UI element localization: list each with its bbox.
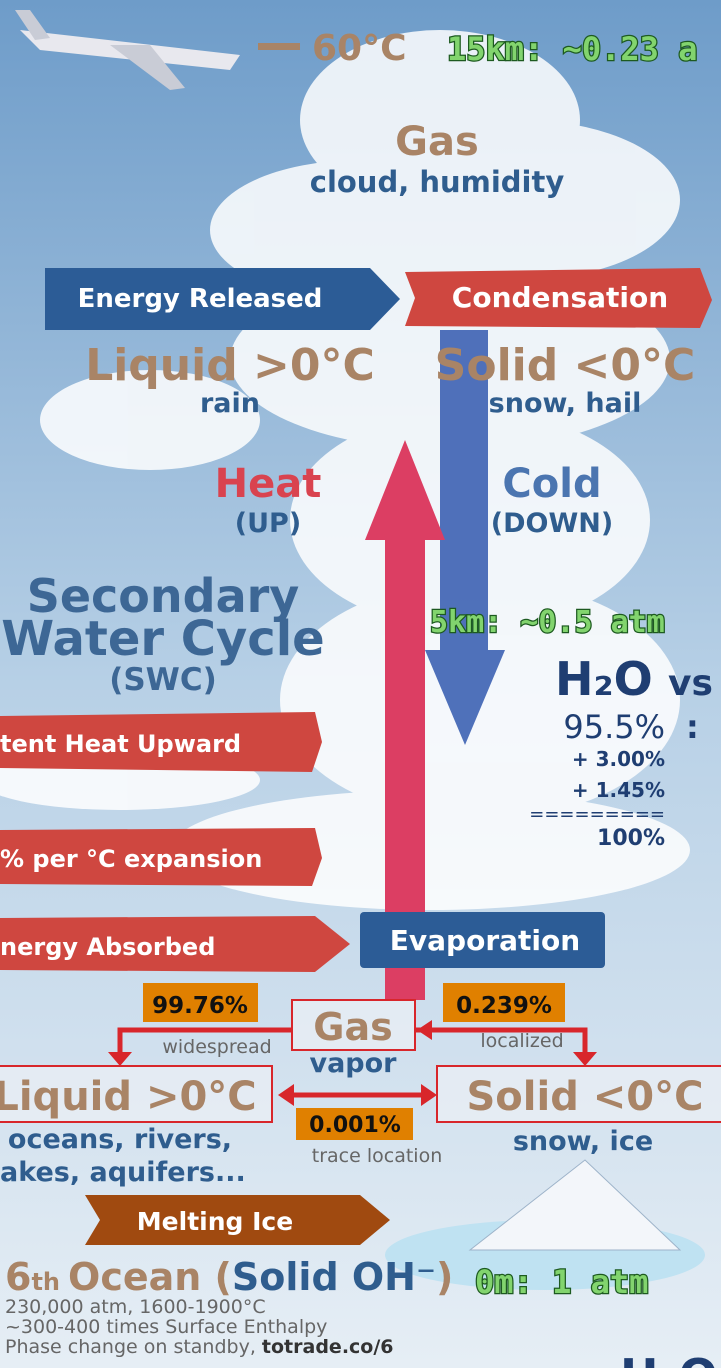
state-label: Gas [313,1005,392,1049]
state-label: Liquid >0°C [0,1074,257,1120]
examples: cloud, humidity [310,165,565,199]
percent: + 1.45% [572,778,665,802]
dash [258,43,300,50]
examples: snow, hail [489,388,642,419]
direction: (DOWN) [491,508,613,539]
share: 0.001% [309,1113,401,1138]
ocean-detail: ~300-400 times Surface Enthalpy [5,1316,327,1338]
share: 99.76% [152,993,248,1019]
examples: snow, ice [513,1126,653,1157]
rule: ========= [529,804,665,825]
percent: 100% [597,826,665,851]
cycle-title: Water Cycle [1,611,324,667]
percent: + 3.00% [572,747,665,771]
footer-formula: H₂O [620,1349,718,1368]
banner-text: Energy Released [78,284,323,314]
altitude-label: 5km: ~0.5 atm [430,605,665,640]
ocean-detail: Phase change on standby, totrade.co/6 [5,1336,394,1358]
ocean-title: 6th Ocean (Solid OH⁻) [5,1255,453,1299]
ocean-solid: Solid OH⁻ [232,1255,436,1299]
examples: akes, aquifers... [0,1157,246,1188]
formula: H₂O [555,652,653,706]
state-label: Gas [395,119,479,165]
altitude-label: 0m: 1 atm [475,1263,648,1301]
altitude-label: 15km: ~0.23 a [447,30,697,68]
state-label: Liquid >0°C [85,340,375,391]
examples: rain [200,388,260,419]
colon: : [686,708,699,746]
cycle-abbr: (SWC) [109,662,217,698]
ocean-close: ) [436,1255,453,1299]
ocean-suffix: th [31,1268,60,1296]
ocean-number: 6 [5,1255,31,1299]
temperature: 60°C [312,28,407,69]
versus: vs [668,663,713,704]
note: trace location [312,1145,442,1167]
banner-text: Evaporation [390,924,580,957]
link: totrade.co/6 [262,1336,394,1358]
note: widespread [162,1036,271,1058]
ocean-detail-text: Phase change on standby, [5,1336,262,1358]
state-label: Solid <0°C [435,340,696,391]
state-label: Solid <0°C [467,1074,704,1120]
ocean-detail: 230,000 atm, 1600-1900°C [5,1296,266,1318]
banner-text: tent Heat Upward [0,730,241,758]
cold-label: Cold [502,461,601,507]
examples: vapor [309,1048,397,1079]
banner-text: % per °C expansion [0,845,262,873]
heat-label: Heat [215,461,322,507]
share: 0.239% [456,993,552,1019]
banner-text: Melting Ice [137,1207,293,1236]
banner-text: nergy Absorbed [0,933,215,961]
direction: (UP) [235,508,301,539]
note: localized [480,1030,563,1052]
infographic: 60°C 15km: ~0.23 a Gas cloud, humidity E… [0,0,721,1368]
percent: 95.5% [563,708,665,746]
examples: oceans, rivers, [8,1124,232,1155]
banner-text: Condensation [452,281,668,314]
ocean-name: Ocean ( [68,1255,232,1299]
